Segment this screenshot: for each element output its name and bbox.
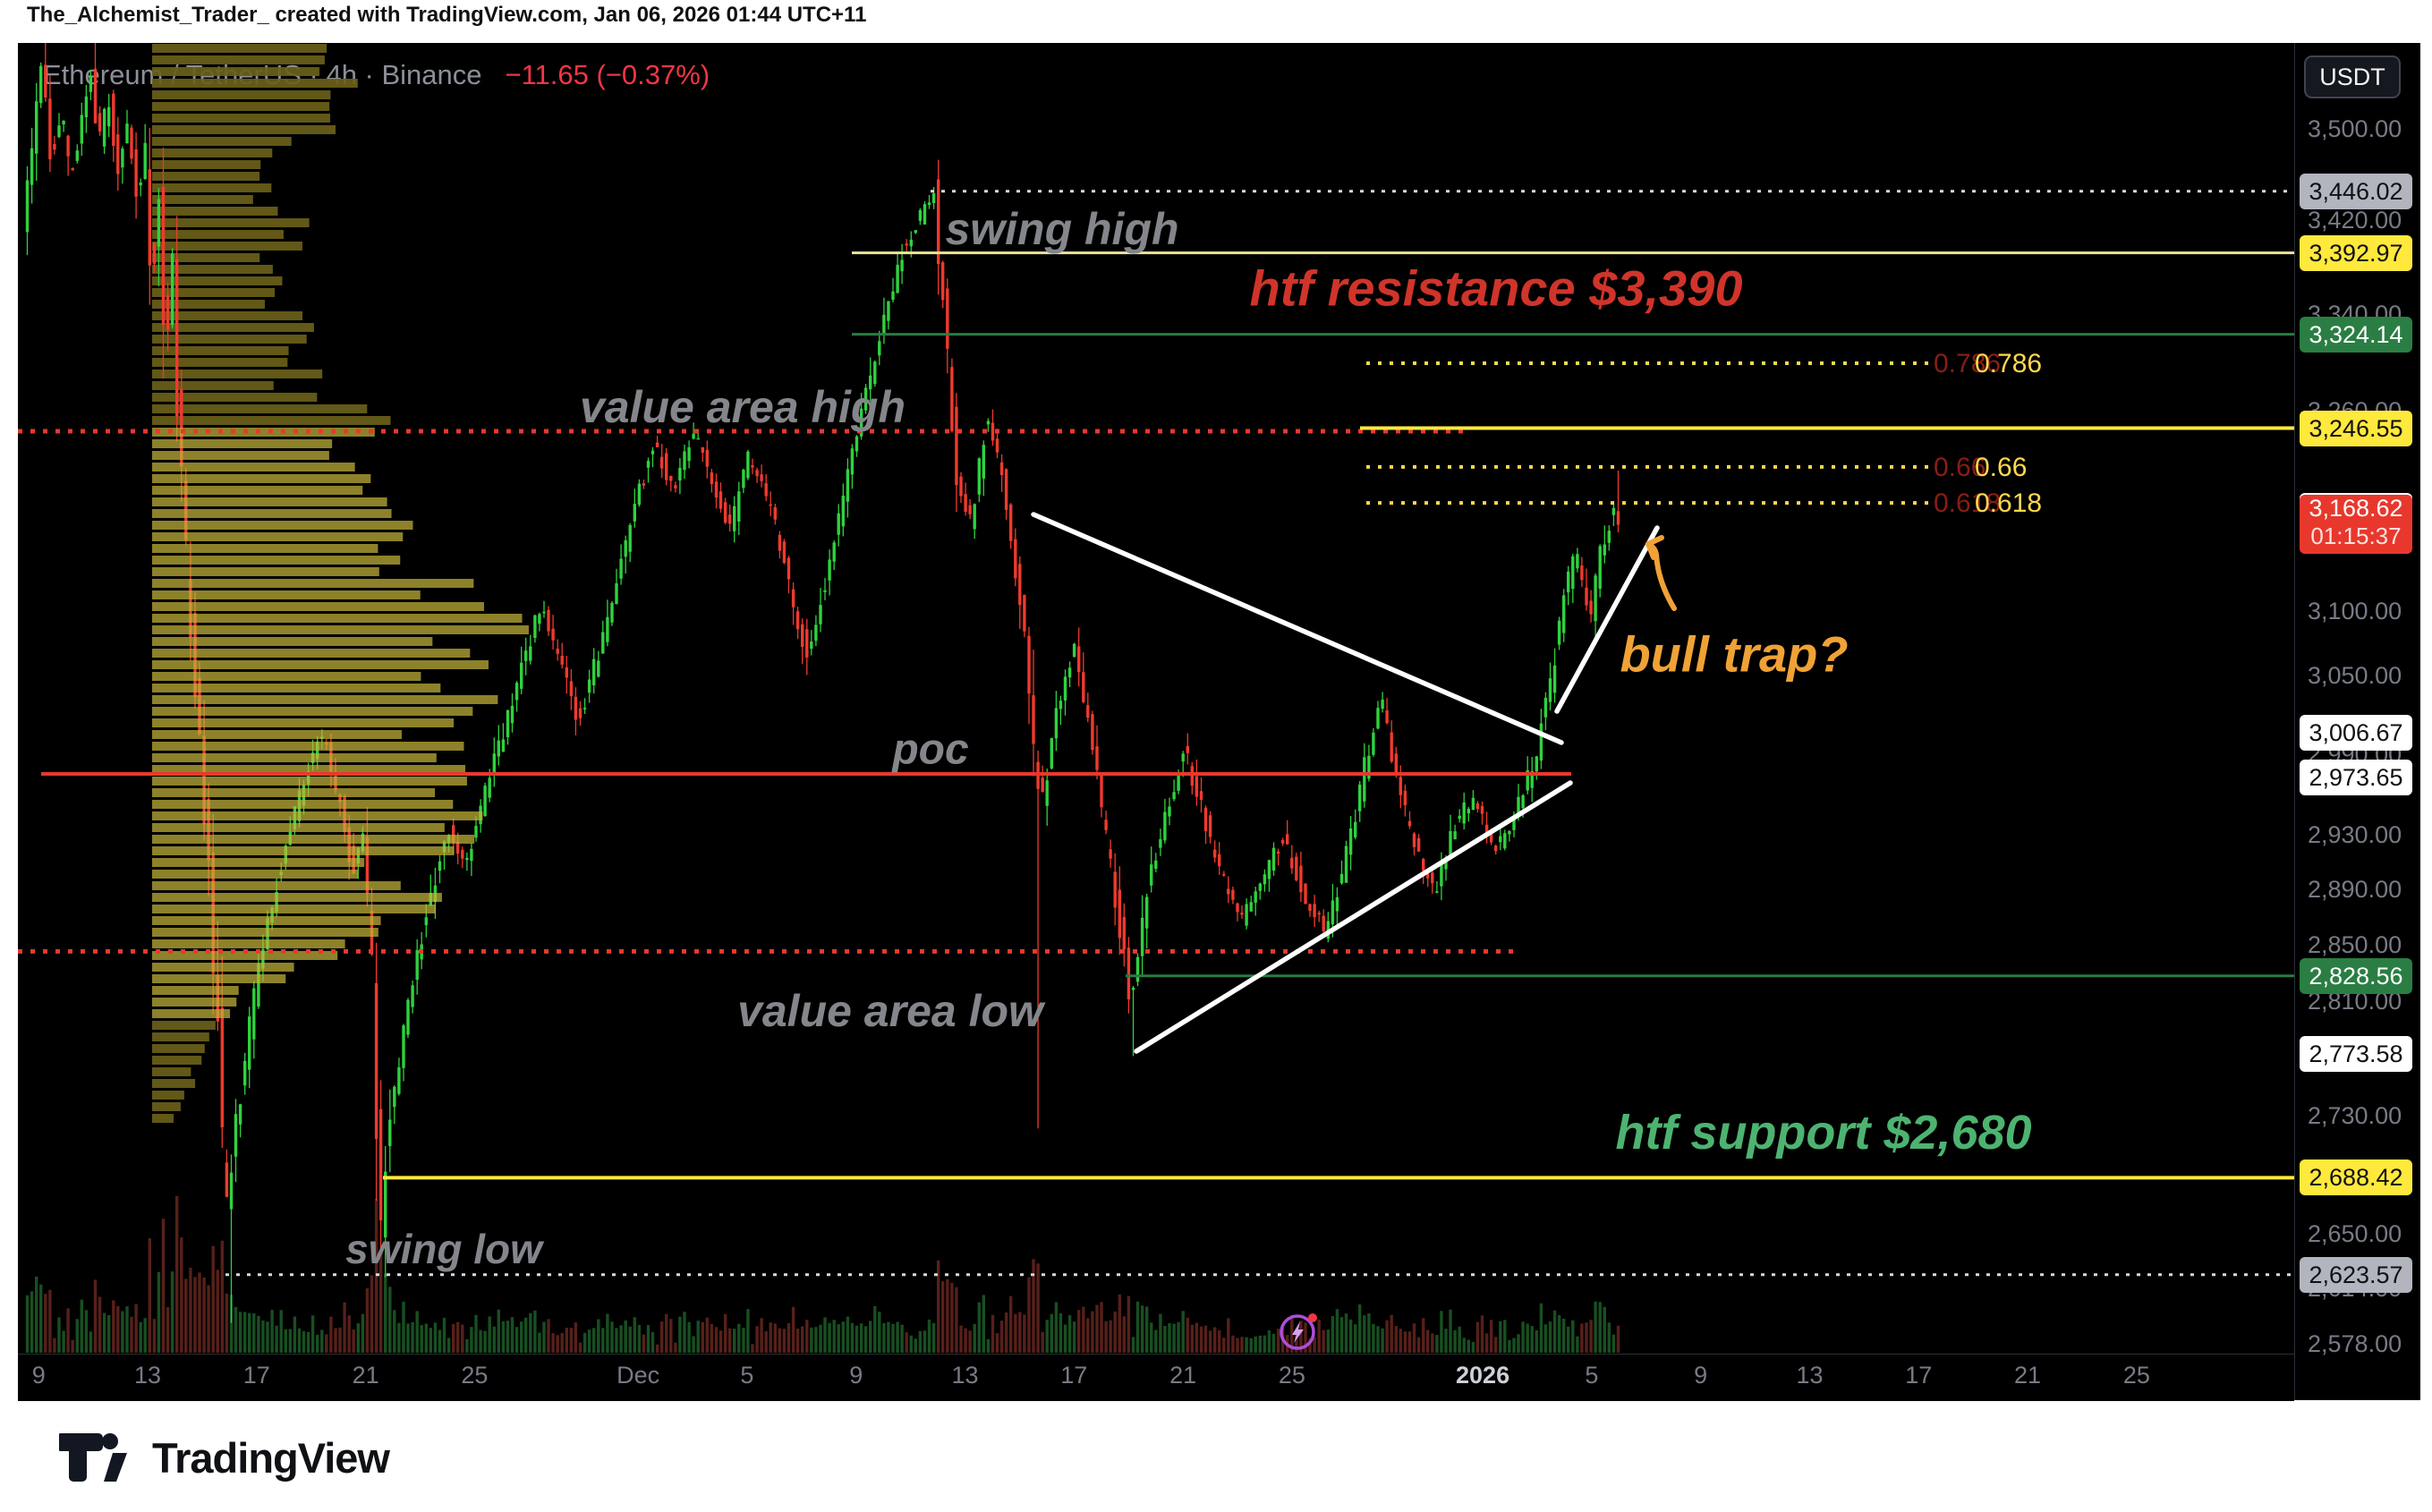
spark-icon[interactable] xyxy=(1276,1309,1322,1360)
price-tick: 2,850.00 xyxy=(2308,931,2402,959)
price-badge: 3,006.67 xyxy=(2300,715,2412,752)
price-tick: 3,420.00 xyxy=(2308,207,2402,234)
time-tick: 21 xyxy=(352,1362,379,1389)
time-axis[interactable]: 9 13 17 21 25 Dec 5 9 13 17 21 25 2026 5 9 13 17 21 25 xyxy=(18,1354,2294,1401)
volume-profile-value-area xyxy=(152,428,529,1018)
time-tick: 5 xyxy=(1585,1362,1599,1389)
lightning-icon xyxy=(1280,1313,1317,1350)
up-candle-bodies xyxy=(25,65,1616,1238)
price-badge: 3,392.97 xyxy=(2300,234,2412,271)
fib-label-0.618: 0.618 xyxy=(1975,488,2042,518)
fib-shadow-label-0.66: 0.66 xyxy=(1934,453,1986,482)
time-tick: 5 xyxy=(740,1362,754,1389)
breakout-trendline[interactable] xyxy=(1554,525,1660,714)
time-tick: 17 xyxy=(1905,1362,1933,1389)
time-tick: 2026 xyxy=(1456,1362,1510,1389)
time-tick: 9 xyxy=(849,1362,863,1389)
price-tick: 3,100.00 xyxy=(2308,597,2402,624)
price-badge: 3,246.55 xyxy=(2300,410,2412,446)
price-axis[interactable]: USDT 3,500.003,420.003,340.003,260.003,1… xyxy=(2294,43,2420,1400)
time-tick: 25 xyxy=(2122,1362,2150,1389)
price-badge: 2,688.42 xyxy=(2300,1159,2412,1196)
price-tick: 3,500.00 xyxy=(2308,115,2402,142)
tradingview-logo: TradingView xyxy=(59,1431,390,1483)
time-tick: 21 xyxy=(1169,1362,1197,1389)
price-tick: 2,890.00 xyxy=(2308,876,2402,904)
price-tick: 2,730.00 xyxy=(2308,1102,2402,1130)
time-tick: 13 xyxy=(133,1362,162,1389)
last-price-badge: 3,168.62 01:15:37 xyxy=(2300,495,2412,555)
time-tick: 25 xyxy=(461,1362,489,1389)
tradingview-wordmark: TradingView xyxy=(152,1433,390,1482)
time-tick: Dec xyxy=(617,1362,660,1389)
time-tick: 13 xyxy=(1796,1362,1824,1389)
fib-shadow-label-0.786: 0.786 xyxy=(1934,349,2001,378)
tradingview-logo-mark xyxy=(59,1433,127,1482)
htf-resistance-label[interactable]: htf resistance $3,390 xyxy=(1250,260,1743,317)
currency-toggle-button[interactable]: USDT xyxy=(2304,55,2401,98)
swing-low-label[interactable]: swing low xyxy=(345,1226,545,1272)
volume-bars-up xyxy=(25,1271,1616,1353)
value-area-high-label[interactable]: value area high xyxy=(580,382,906,432)
fib-shadow-label-0.618: 0.618 xyxy=(1934,488,2001,518)
poc-label[interactable]: poc xyxy=(890,726,968,774)
bull-trap-arrow-head xyxy=(1645,535,1664,560)
price-tick: 2,930.00 xyxy=(2308,821,2402,849)
price-tick: 2,578.00 xyxy=(2308,1329,2402,1357)
price-badge: 3,324.14 xyxy=(2300,316,2412,353)
time-tick: 9 xyxy=(1694,1362,1708,1389)
time-tick: 17 xyxy=(242,1362,270,1389)
bull-trap-label[interactable]: bull trap? xyxy=(1620,626,1848,683)
fib-label-0.66: 0.66 xyxy=(1975,453,2027,482)
fib-label-0.786: 0.786 xyxy=(1975,349,2042,378)
price-tick: 2,650.00 xyxy=(2308,1220,2402,1248)
price-tick: 3,050.00 xyxy=(2308,661,2402,689)
htf-support-label[interactable]: htf support $2,680 xyxy=(1615,1106,2031,1159)
time-tick: 17 xyxy=(1060,1362,1088,1389)
descending-trendline[interactable] xyxy=(1031,512,1564,745)
attribution-text: The_Alchemist_Trader_ created with Tradi… xyxy=(27,3,867,27)
time-tick: 21 xyxy=(2014,1362,2042,1389)
price-badge: 2,623.57 xyxy=(2300,1256,2412,1293)
time-tick: 13 xyxy=(951,1362,979,1389)
time-tick: 25 xyxy=(1278,1362,1305,1389)
symbol-change: −11.65 (−0.37%) xyxy=(505,59,710,90)
time-tick: 9 xyxy=(31,1362,46,1389)
swing-high-label[interactable]: swing high xyxy=(945,204,1178,254)
volume-profile-outside xyxy=(152,44,391,1123)
price-badge: 2,828.56 xyxy=(2300,957,2412,994)
price-badge: 3,446.02 xyxy=(2300,173,2412,209)
chart-panel[interactable]: Ethereum / TetherUS · 4h · Binance−11.65… xyxy=(18,43,2420,1401)
countdown-timer: 01:15:37 xyxy=(2310,522,2402,550)
ascending-trendline[interactable] xyxy=(1134,780,1573,1054)
price-badge: 2,773.58 xyxy=(2300,1035,2412,1072)
price-badge: 2,973.65 xyxy=(2300,759,2412,795)
value-area-low-label[interactable]: value area low xyxy=(737,986,1046,1036)
